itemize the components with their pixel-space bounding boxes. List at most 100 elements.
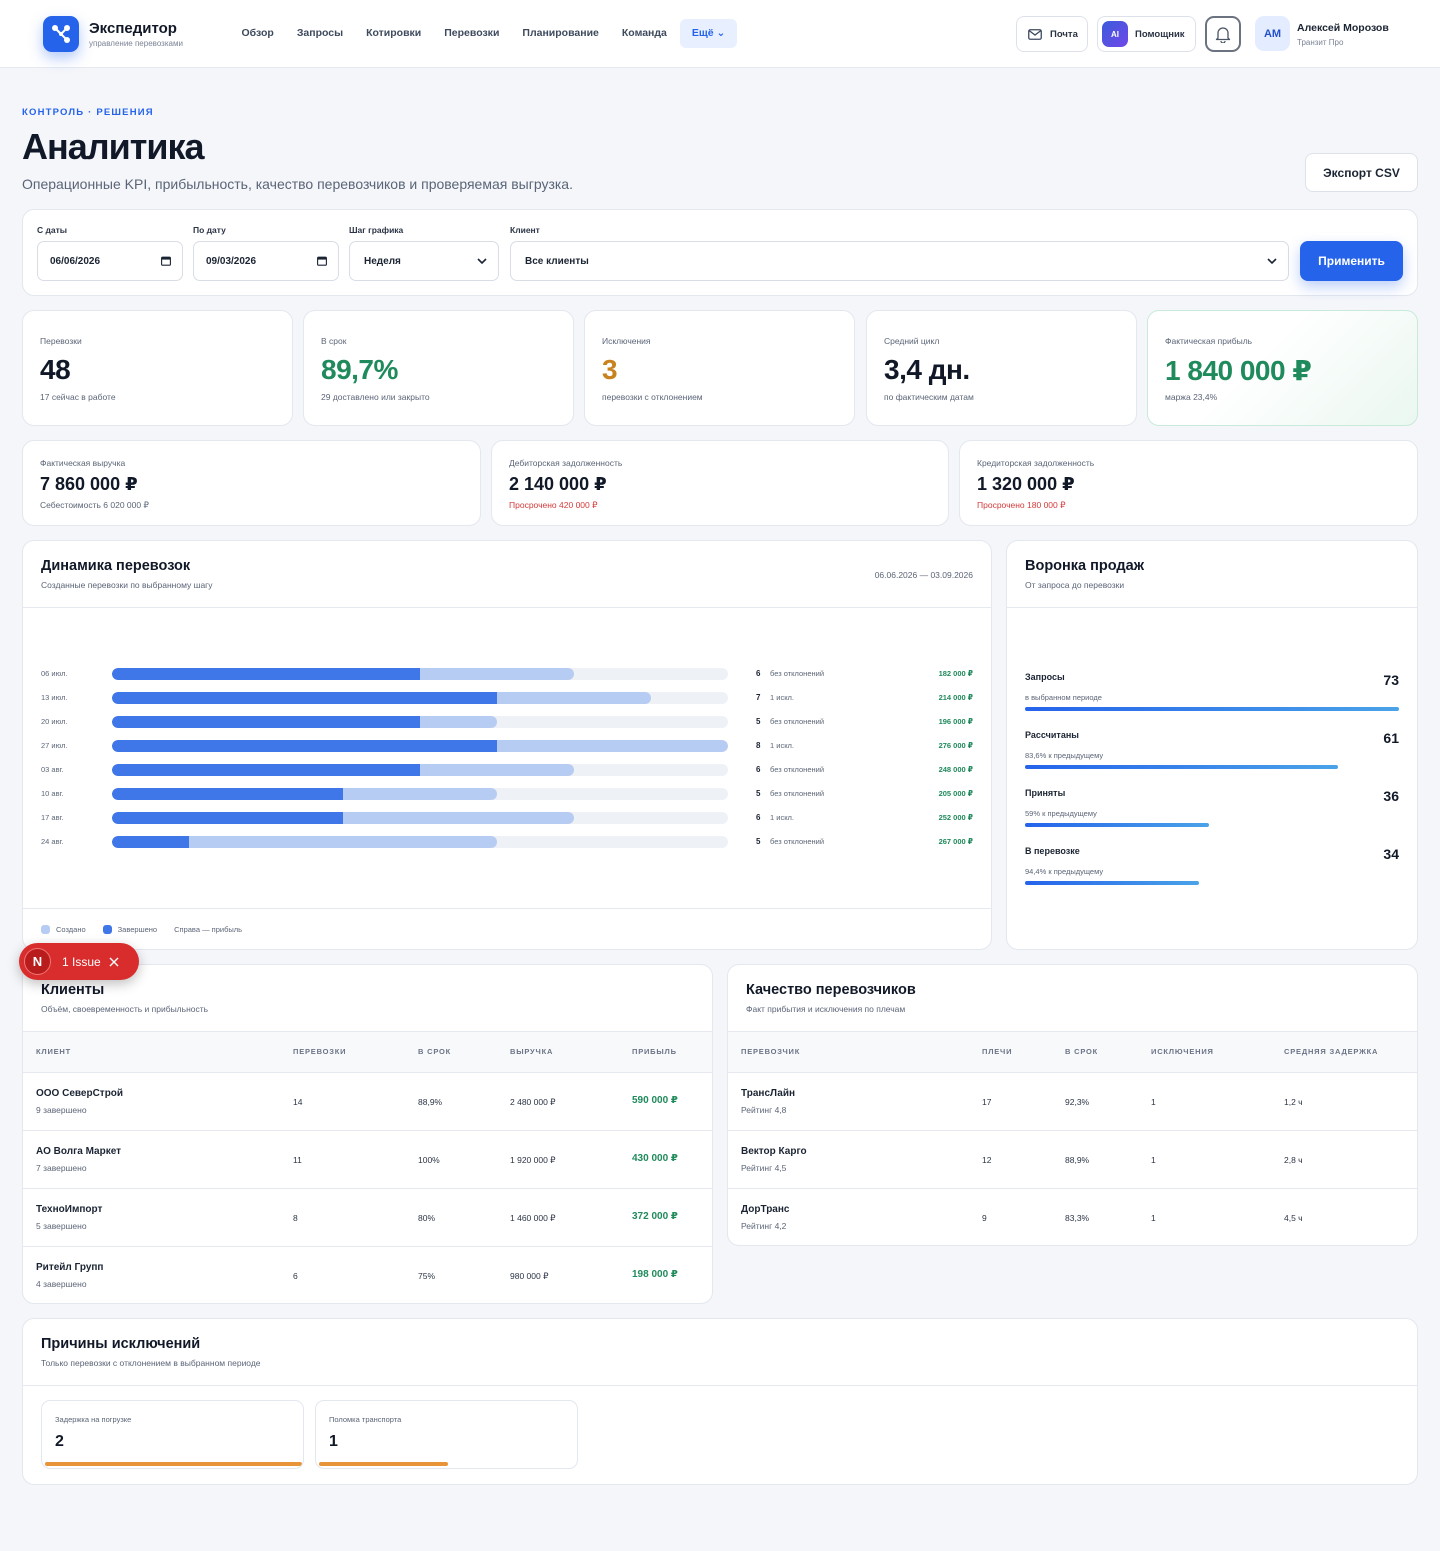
carrier-exceptions: 1 [1151, 1155, 1156, 1165]
nav-planning[interactable]: Планирование [522, 27, 599, 39]
col-revenue[interactable]: ВЫРУЧКА [510, 1047, 554, 1056]
kpi-card-on-time: В срок 89,7% 29 доставлено или закрыто [303, 310, 574, 426]
dynamics-panel: Динамика перевозок Созданные перевозки п… [22, 540, 992, 950]
top-bar: Экспедитор управление перевозками Обзор … [0, 0, 1440, 68]
chart-row: 17 авг. 6 1 искл. 252 000 ₽ [23, 812, 973, 824]
bar-completed[interactable] [112, 788, 343, 800]
table-row[interactable]: ООО СеверСтрой 9 завершено 14 88,9% 2 480 00… [23, 1072, 712, 1130]
bar-completed[interactable] [112, 668, 420, 680]
table-row[interactable]: Вектор Карго Рейтинг 4,5 12 88,9% 1 2,8 ч [728, 1130, 1417, 1188]
bar-completed[interactable] [112, 740, 497, 752]
table-row[interactable]: Ритейл Групп 4 завершено 6 75% 980 000 ₽ 198 … [23, 1246, 712, 1304]
carrier-rating: Рейтинг 4,2 [741, 1221, 787, 1231]
close-icon[interactable] [109, 957, 119, 967]
nav-requests[interactable]: Запросы [296, 27, 344, 39]
client-shipments: 14 [293, 1097, 303, 1107]
funnel-stage-bar [1025, 823, 1210, 827]
col-profit[interactable]: ПРИБЫЛЬ [632, 1047, 677, 1056]
table-row[interactable]: ТрансЛайн Рейтинг 4,8 17 92,3% 1 1,2 ч [728, 1072, 1417, 1130]
kpi-sub: 29 доставлено или закрыто [321, 392, 430, 402]
divider [1007, 607, 1417, 608]
bar-completed[interactable] [112, 836, 189, 848]
col-client[interactable]: КЛИЕНТ [36, 1047, 72, 1056]
from-date-input[interactable]: 06/06/2026 [37, 241, 183, 281]
user-company: Транзит Про [1297, 38, 1344, 47]
bar-track [112, 836, 728, 848]
chart-row: 27 июл. 8 1 искл. 276 000 ₽ [23, 740, 973, 752]
issue-badge[interactable]: N 1 Issue [19, 943, 139, 980]
carrier-avg-delay: 1,2 ч [1284, 1097, 1303, 1107]
row-profit-label: 182 000 ₽ [938, 669, 973, 678]
export-csv-button[interactable]: Экспорт CSV [1305, 153, 1418, 192]
funnel-stage-value: 36 [1383, 788, 1399, 804]
nav-more-button[interactable]: Ещё ⌄ [680, 19, 737, 48]
step-select[interactable]: Неделя [349, 241, 499, 281]
user-name: Алексей Морозов [1297, 22, 1389, 34]
client-value: Все клиенты [525, 255, 589, 267]
client-shipments: 8 [293, 1213, 298, 1223]
nav-quotes[interactable]: Котировки [366, 27, 422, 39]
to-date-label: По дату [193, 225, 226, 235]
bar-created[interactable] [112, 836, 497, 848]
x-tick-label: 27 июл. [41, 741, 68, 750]
nav-overview[interactable]: Обзор [241, 27, 274, 39]
funnel-stage-value: 61 [1383, 730, 1399, 746]
brand-logo[interactable] [43, 16, 79, 52]
client-on-time: 75% [418, 1271, 436, 1281]
row-count-label: 6 [756, 669, 761, 678]
carriers-table-header: ПЕРЕВОЗЧИК ПЛЕЧИ В СРОК ИСКЛЮЧЕНИЯ СРЕДН… [728, 1032, 1417, 1072]
row-exception-label: 1 искл. [770, 741, 795, 750]
user-avatar[interactable]: АМ [1255, 16, 1290, 51]
bar-completed[interactable] [112, 716, 420, 728]
finance-sub: Себестоимость 6 020 000 ₽ [40, 500, 149, 510]
chart-row: 20 июл. 5 без отклонений 196 000 ₽ [23, 716, 973, 728]
col-avg-delay[interactable]: СРЕДНЯЯ ЗАДЕРЖКА [1284, 1047, 1379, 1056]
brand-tagline: управление перевозками [89, 39, 183, 48]
row-profit-label: 214 000 ₽ [938, 693, 973, 702]
carrier-avg-delay: 2,8 ч [1284, 1155, 1303, 1165]
bar-completed[interactable] [112, 812, 343, 824]
funnel-stage-name: Рассчитаны [1025, 730, 1079, 740]
row-exception-label: без отклонений [770, 837, 825, 846]
table-row[interactable]: АО Волга Маркет 7 завершено 11 100% 1 920 00… [23, 1130, 712, 1188]
nav-shipments[interactable]: Перевозки [444, 27, 500, 39]
issue-label: 1 Issue [62, 954, 101, 969]
row-count-label: 8 [756, 741, 761, 750]
reason-card[interactable]: Поломка транспорта 1 [315, 1400, 578, 1469]
mail-button[interactable]: Почта [1016, 16, 1088, 52]
reason-card[interactable]: Задержка на погрузке 2 [41, 1400, 304, 1469]
carrier-name: Вектор Карго [741, 1146, 807, 1157]
bar-track [112, 764, 728, 776]
carrier-on-time: 83,3% [1065, 1213, 1090, 1223]
col-carrier[interactable]: ПЕРЕВОЗЧИК [741, 1047, 801, 1056]
col-on-time[interactable]: В СРОК [1065, 1047, 1099, 1056]
clients-table-header: КЛИЕНТ ПЕРЕВОЗКИ В СРОК ВЫРУЧКА ПРИБЫЛЬ [23, 1032, 712, 1072]
row-count-label: 5 [756, 837, 761, 846]
client-shipments: 6 [293, 1271, 298, 1281]
client-select[interactable]: Все клиенты [510, 241, 1289, 281]
kpi-label: Перевозки [40, 336, 82, 346]
mail-icon [1028, 28, 1042, 40]
col-on-time[interactable]: В СРОК [418, 1047, 452, 1056]
to-date-input[interactable]: 09/03/2026 [193, 241, 339, 281]
bar-completed[interactable] [112, 764, 420, 776]
client-profit: 198 000 ₽ [632, 1269, 678, 1280]
filters-panel: С даты 06/06/2026 По дату 09/03/2026 Шаг… [22, 209, 1418, 296]
assistant-button[interactable]: AI Помощник [1097, 16, 1196, 52]
table-row[interactable]: ТехноИмпорт 5 завершено 8 80% 1 460 000 ₽ 372… [23, 1188, 712, 1246]
notifications-button[interactable] [1205, 16, 1241, 52]
table-row[interactable]: ДорТранс Рейтинг 4,2 9 83,3% 1 4,5 ч [728, 1188, 1417, 1246]
divider [23, 607, 991, 608]
col-legs[interactable]: ПЛЕЧИ [982, 1047, 1013, 1056]
bell-icon [1215, 27, 1231, 43]
col-shipments[interactable]: ПЕРЕВОЗКИ [293, 1047, 347, 1056]
col-exceptions[interactable]: ИСКЛЮЧЕНИЯ [1151, 1047, 1214, 1056]
apply-filters-button[interactable]: Применить [1300, 241, 1403, 281]
funnel-stage-name: В перевозке [1025, 846, 1080, 856]
bar-completed[interactable] [112, 692, 497, 704]
chevron-down-icon [1267, 258, 1277, 265]
kpi-sub: по фактическим датам [884, 392, 974, 402]
x-tick-label: 03 авг. [41, 765, 64, 774]
funnel-stage: В перевозке 34 94,4% к предыдущему [1025, 846, 1399, 886]
nav-team[interactable]: Команда [621, 27, 667, 39]
